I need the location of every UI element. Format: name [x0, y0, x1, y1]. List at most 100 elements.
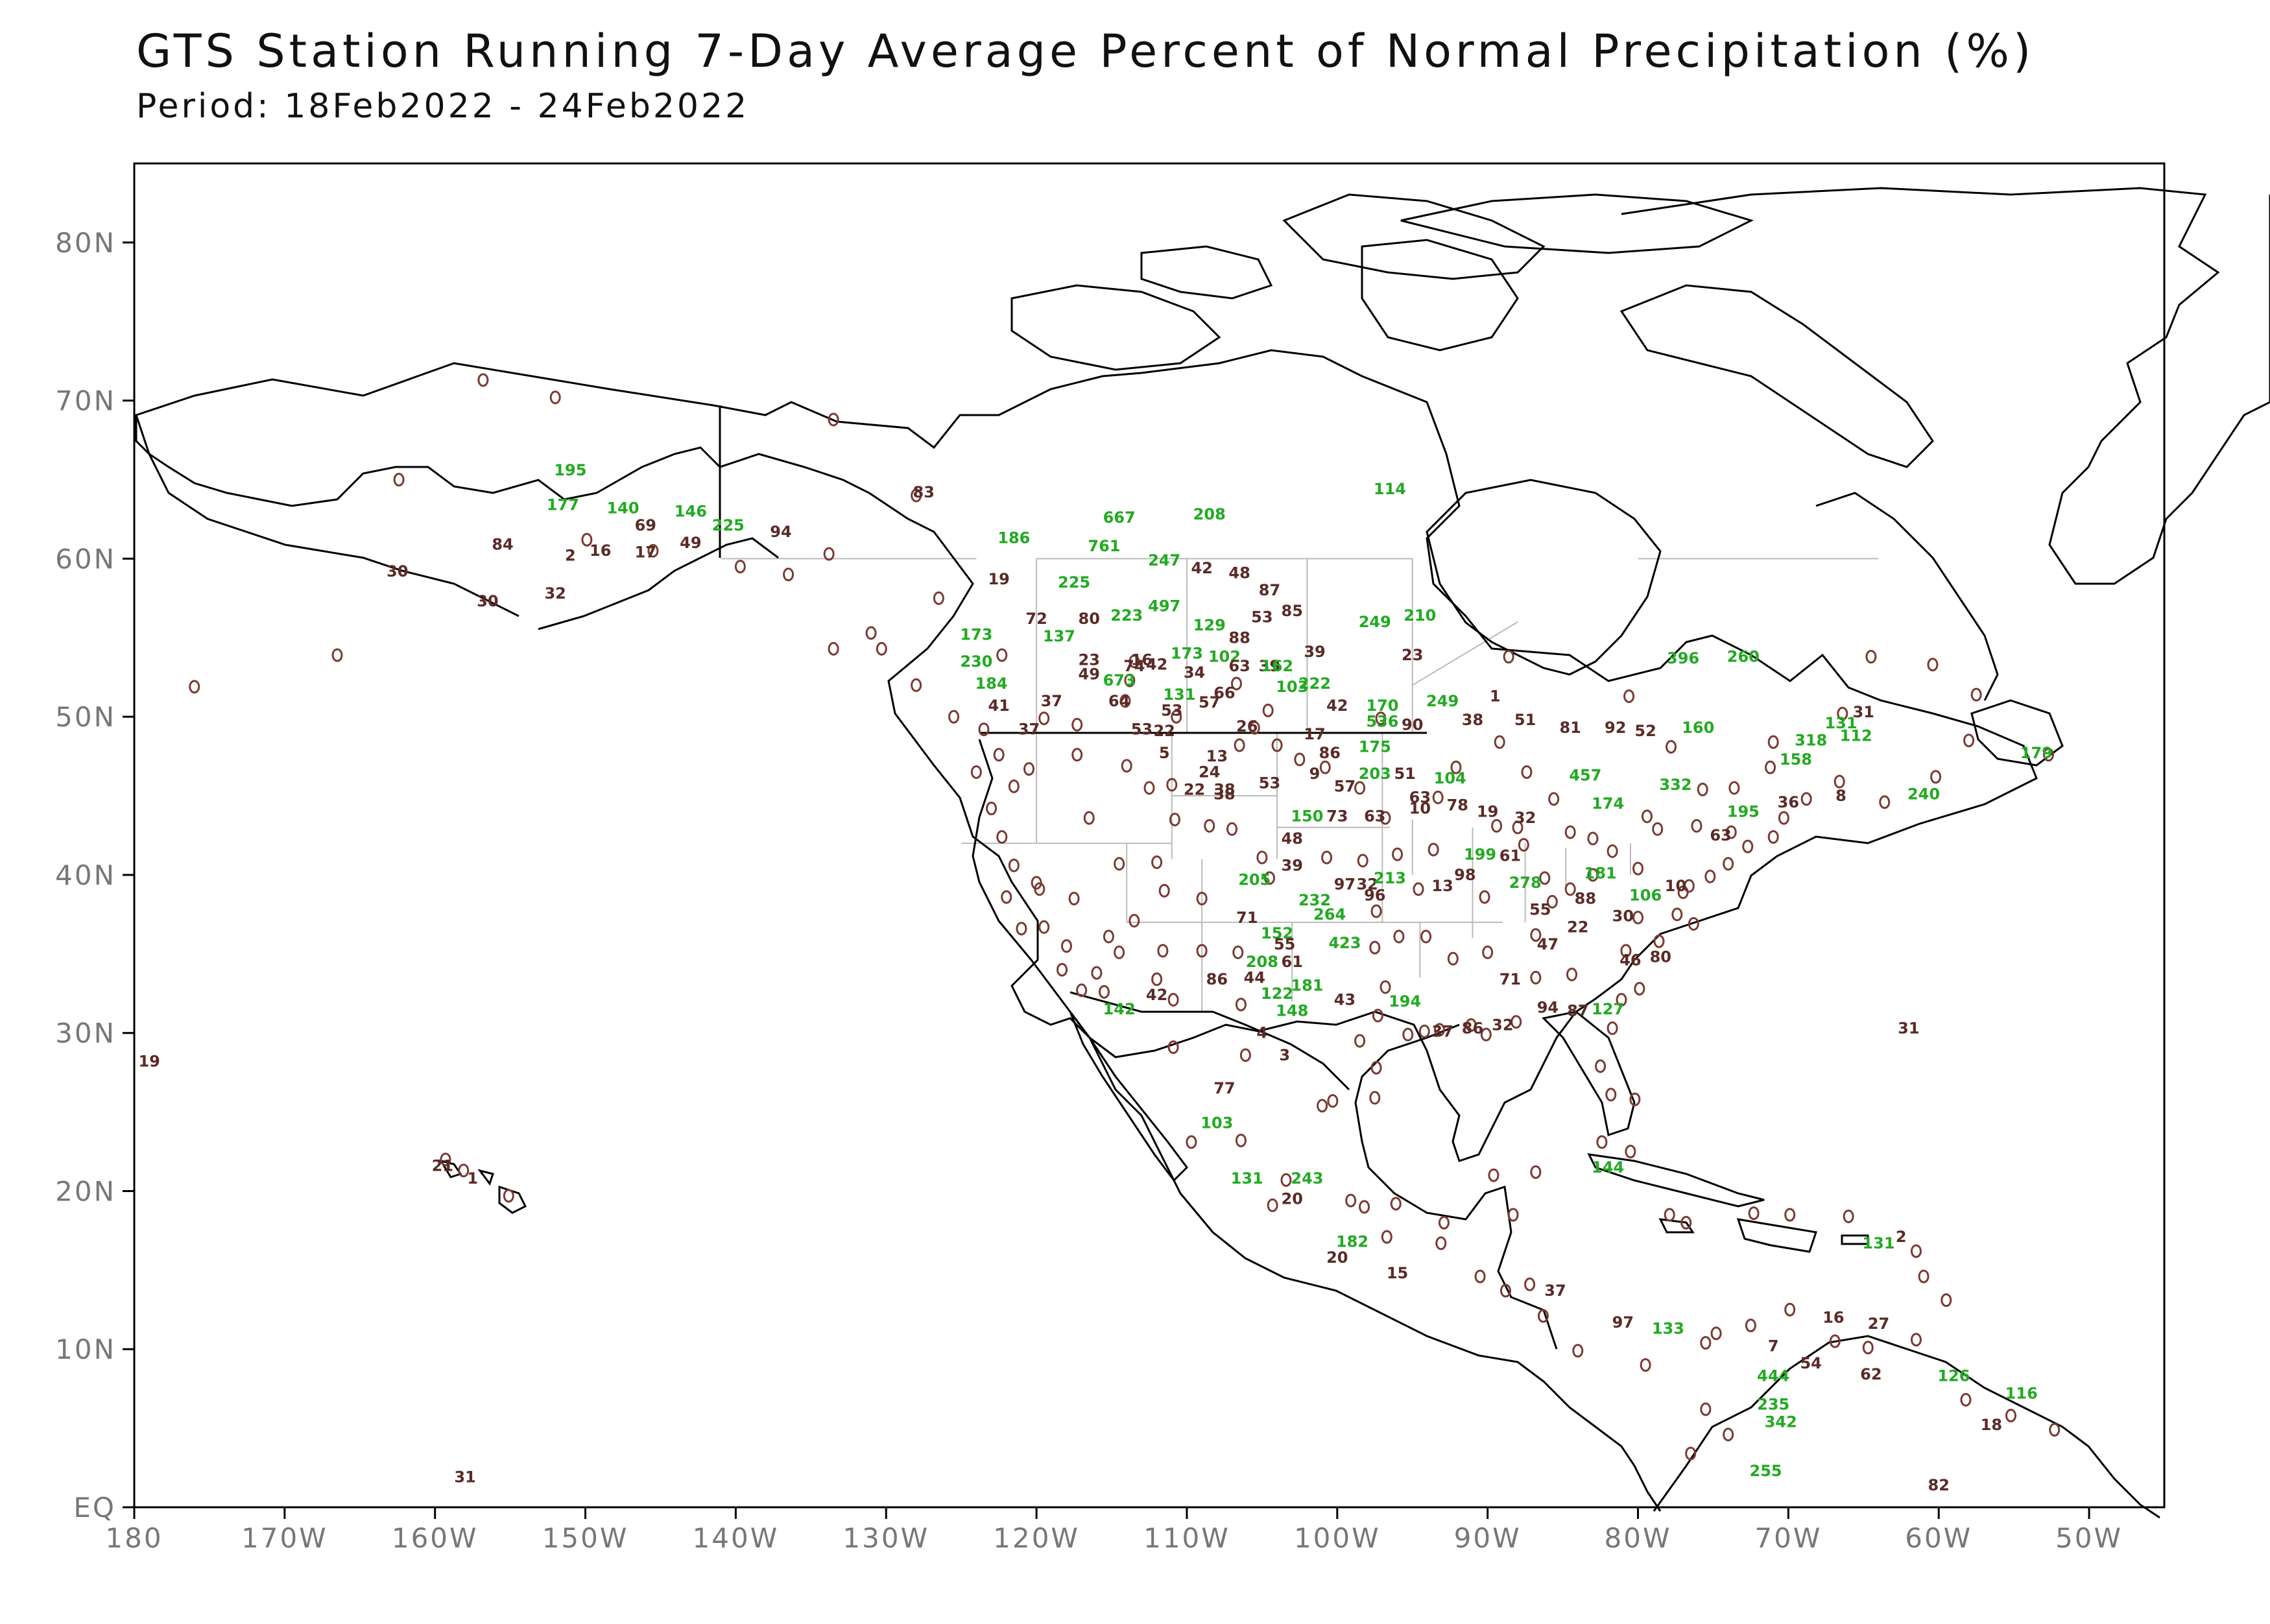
station-value: 761: [1088, 537, 1120, 555]
florida: [1541, 1010, 1636, 1136]
station-zero-marker: [1960, 1392, 1972, 1407]
station-value: 199: [1464, 845, 1496, 863]
station-value: 152: [1261, 924, 1293, 942]
station-zero-marker: [1057, 962, 1068, 977]
lon-tick-label: 120W: [993, 1522, 1080, 1554]
station-zero-marker: [986, 802, 998, 816]
arctic-islands-4: [1400, 193, 1754, 254]
station-value: 63: [1364, 807, 1385, 826]
station-value: 42: [1191, 559, 1212, 577]
station-zero-marker: [1865, 650, 1877, 664]
station-value: 116: [2005, 1384, 2038, 1402]
station-value: 232: [1298, 891, 1331, 909]
station-zero-marker: [1723, 1427, 1734, 1442]
station-zero-marker: [1196, 892, 1208, 906]
station-value: 23: [1079, 651, 1100, 669]
station-zero-marker: [1450, 760, 1462, 774]
station-value: 235: [1757, 1396, 1789, 1414]
station-value: 318: [1795, 732, 1827, 750]
station-zero-marker: [933, 591, 944, 605]
station-value: 88: [1575, 890, 1596, 908]
station-value: 34: [1184, 663, 1205, 682]
lat-tick-label: EQ: [73, 1492, 116, 1523]
station-value: 55: [1274, 935, 1295, 953]
station-value: 210: [1404, 606, 1436, 625]
station-zero-marker: [1634, 981, 1645, 996]
station-zero-marker: [1157, 944, 1169, 958]
station-value: 37: [1431, 1022, 1453, 1040]
station-value: 32: [1514, 809, 1536, 827]
station-value: 30: [477, 592, 498, 610]
station-zero-marker: [911, 678, 922, 692]
station-zero-marker: [1169, 813, 1180, 827]
station-zero-marker: [1800, 792, 1812, 806]
station-zero-marker: [865, 626, 877, 640]
station-value: 41: [988, 697, 1009, 715]
station-zero-marker: [1167, 993, 1179, 1007]
station-value: 53: [1259, 774, 1280, 793]
station-value: 30: [1612, 907, 1634, 925]
station-value: 173: [1171, 645, 1203, 663]
station-zero-marker: [1479, 890, 1490, 904]
station-value: 179: [2020, 744, 2053, 762]
station-zero-marker: [1381, 1230, 1392, 1244]
station-value: 203: [1359, 765, 1391, 783]
station-value: 194: [1389, 992, 1421, 1010]
lon-tick-label: 60W: [1905, 1522, 1972, 1554]
station-value: 13: [1206, 747, 1228, 765]
station-value: 160: [1682, 719, 1714, 737]
station-zero-marker: [1629, 1092, 1641, 1106]
station-value: 63: [1228, 657, 1250, 675]
station-zero-marker: [1499, 1284, 1511, 1298]
jamaica: [1658, 1218, 1695, 1234]
station-zero-marker: [1321, 850, 1333, 865]
station-value: 131: [1824, 714, 1857, 732]
station-value: 90: [1402, 715, 1423, 734]
station-value: 84: [492, 535, 513, 553]
station-zero-marker: [1263, 871, 1275, 885]
station-value: 57: [1334, 777, 1356, 795]
station-value: 96: [1364, 887, 1385, 905]
station-value: 20: [1326, 1248, 1348, 1267]
station-value: 230: [960, 652, 992, 671]
station-zero-marker: [1129, 654, 1140, 669]
station-value: 94: [1537, 999, 1559, 1017]
station-zero-marker: [1465, 1018, 1477, 1033]
station-value: 174: [1592, 794, 1624, 813]
station-zero-marker: [823, 547, 835, 561]
station-value: 142: [1103, 1000, 1136, 1018]
station-value: 146: [675, 502, 707, 520]
station-zero-marker: [1595, 1059, 1607, 1073]
station-value: 86: [1206, 970, 1228, 988]
station-value: 19: [1477, 802, 1498, 820]
station-zero-marker: [1435, 1236, 1447, 1250]
station-value: 208: [1193, 505, 1226, 523]
station-zero-marker: [1418, 1024, 1430, 1038]
station-value: 396: [1667, 649, 1699, 667]
station-value: 39: [1259, 657, 1280, 675]
station-zero-marker: [1234, 738, 1245, 752]
station-value: 62: [1860, 1365, 1882, 1383]
station-value: 53: [1131, 721, 1153, 739]
station-zero-marker: [1076, 983, 1088, 997]
station-zero-marker: [1402, 1027, 1414, 1042]
station-zero-marker: [331, 648, 343, 662]
station-value: 10: [1665, 877, 1686, 895]
station-zero-marker: [1186, 1135, 1197, 1149]
station-value: 122: [1261, 985, 1293, 1003]
station-zero-marker: [1083, 811, 1095, 825]
station-value: 19: [138, 1053, 160, 1071]
station-zero-marker: [1016, 922, 1027, 936]
station-zero-marker: [1124, 673, 1136, 687]
station-value: 80: [1650, 948, 1671, 966]
station-zero-marker: [1927, 658, 1939, 672]
station-value: 249: [1426, 692, 1459, 710]
station-value: 32: [1492, 1016, 1513, 1034]
station-zero-marker: [1280, 1173, 1292, 1187]
station-value: 144: [1592, 1158, 1624, 1176]
station-zero-marker: [1666, 739, 1677, 754]
puerto-rico: [1841, 1234, 1869, 1245]
station-zero-marker: [1372, 1009, 1383, 1023]
